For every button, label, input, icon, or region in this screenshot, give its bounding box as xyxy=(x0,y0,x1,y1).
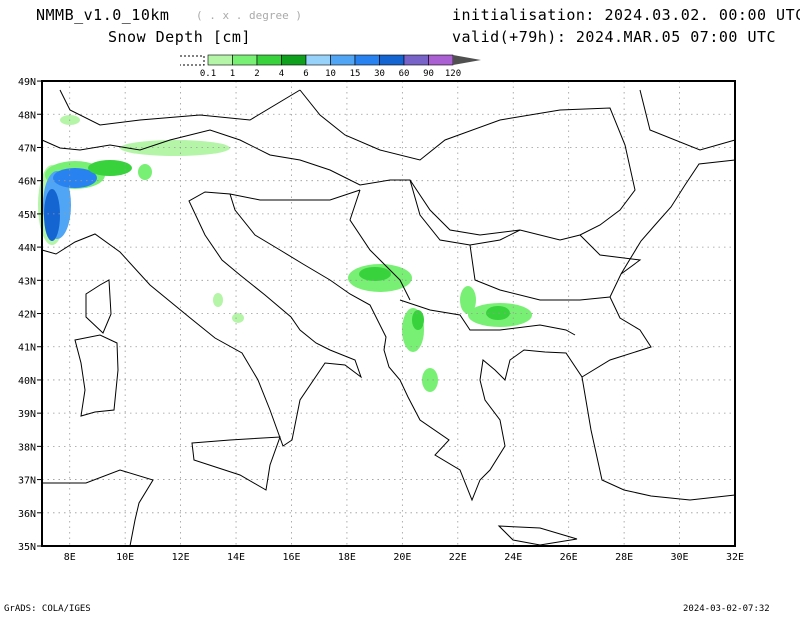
lat-label: 35N xyxy=(18,542,36,553)
lat-label: 49N xyxy=(18,77,36,88)
snow-area xyxy=(422,368,438,392)
lon-label: 16E xyxy=(282,552,300,563)
lat-label: 44N xyxy=(18,243,36,254)
colorbar-swatch xyxy=(305,54,331,66)
colorbar-label: 0.1 xyxy=(200,69,216,79)
snow-area xyxy=(486,306,510,320)
colorbar-swatch xyxy=(256,54,282,66)
lat-label: 42N xyxy=(18,310,36,321)
colorbar-swatch xyxy=(232,54,258,66)
axis-labels: 35N 36N 37N 38N 39N 40N 41N 42N 43N 44N 45N 46N 47N 4… xyxy=(18,77,744,563)
colorbar-label: 60 xyxy=(399,69,410,79)
country-border xyxy=(229,189,361,201)
crete-coastline xyxy=(497,525,578,546)
init-time: initialisation: 2024.03.02. 00:00 UTC xyxy=(452,6,800,24)
black-sea-coastline xyxy=(581,159,736,378)
snow-area xyxy=(44,189,60,241)
lon-label: 24E xyxy=(504,552,522,563)
colorbar-label: 10 xyxy=(325,69,336,79)
country-border xyxy=(409,179,521,246)
country-border xyxy=(399,299,576,336)
lon-label: 22E xyxy=(449,552,467,563)
lat-label: 43N xyxy=(18,276,36,287)
snow-area xyxy=(359,267,391,281)
coastlines xyxy=(41,89,736,547)
lon-label: 32E xyxy=(726,552,744,563)
lat-label: 40N xyxy=(18,376,36,387)
snow-area xyxy=(412,310,424,330)
lat-label: 41N xyxy=(18,343,36,354)
sardinia-coastline xyxy=(74,334,119,417)
lon-label: 18E xyxy=(338,552,356,563)
lon-label: 8E xyxy=(64,552,76,563)
snow-area xyxy=(138,164,152,180)
country-border xyxy=(469,244,611,301)
snow-area xyxy=(232,313,244,323)
sicily-coastline xyxy=(191,436,281,491)
country-border xyxy=(349,189,411,301)
colorbar-under-arrow xyxy=(180,55,205,66)
colorbar-label: 6 xyxy=(303,69,308,79)
lat-label: 38N xyxy=(18,442,36,453)
lat-label: 45N xyxy=(18,210,36,221)
lat-label: 48N xyxy=(18,110,36,121)
lon-label: 28E xyxy=(615,552,633,563)
colorbar-swatch xyxy=(379,54,405,66)
colorbar-swatch xyxy=(354,54,380,66)
lat-label: 47N xyxy=(18,143,36,154)
country-border xyxy=(579,234,642,275)
colorbar-swatch xyxy=(281,54,307,66)
lat-label: 39N xyxy=(18,409,36,420)
resolution-label: ( . x . degree ) xyxy=(196,9,302,22)
colorbar: 0.1 1 2 4 6 10 15 30 60 90 120 xyxy=(180,54,481,79)
model-title: NMMB_v1.0_10km xyxy=(36,6,170,24)
lon-label: 20E xyxy=(393,552,411,563)
variable-title: Snow Depth [cm] xyxy=(108,28,251,46)
footer-timestamp: 2024-03-02-07:32 xyxy=(683,604,770,614)
snow-area xyxy=(460,286,476,314)
footer-credit: GrADS: COLA/IGES xyxy=(4,604,91,614)
mainland-coastline xyxy=(41,191,736,502)
lon-label: 14E xyxy=(227,552,245,563)
corsica-coastline xyxy=(85,279,112,334)
lon-label: 26E xyxy=(560,552,578,563)
lon-label: 10E xyxy=(116,552,134,563)
colorbar-label: 2 xyxy=(254,69,259,79)
snow-area xyxy=(53,168,97,188)
lon-label: 12E xyxy=(172,552,190,563)
country-border xyxy=(59,89,301,126)
colorbar-swatch xyxy=(207,54,233,66)
lat-label: 36N xyxy=(18,509,36,520)
colorbar-label: 90 xyxy=(423,69,434,79)
snow-area xyxy=(120,140,230,156)
colorbar-swatch xyxy=(330,54,356,66)
lon-label: 30E xyxy=(671,552,689,563)
country-border xyxy=(41,89,636,241)
snow-area xyxy=(213,293,223,307)
valid-time: valid(+79h): 2024.MAR.05 07:00 UTC xyxy=(452,28,777,46)
colorbar-label: 30 xyxy=(374,69,385,79)
snow-area xyxy=(88,160,132,176)
colorbar-swatch xyxy=(403,54,429,66)
lat-label: 37N xyxy=(18,476,36,487)
country-border xyxy=(639,89,736,151)
colorbar-over-arrow xyxy=(453,55,481,65)
colorbar-swatch xyxy=(428,54,454,66)
lat-label: 46N xyxy=(18,177,36,188)
colorbar-label: 1 xyxy=(230,69,235,79)
colorbar-label: 120 xyxy=(445,69,461,79)
colorbar-label: 15 xyxy=(350,69,361,79)
north-africa-coastline xyxy=(42,469,154,547)
snow-depth-field xyxy=(38,115,532,392)
colorbar-label: 4 xyxy=(279,69,284,79)
